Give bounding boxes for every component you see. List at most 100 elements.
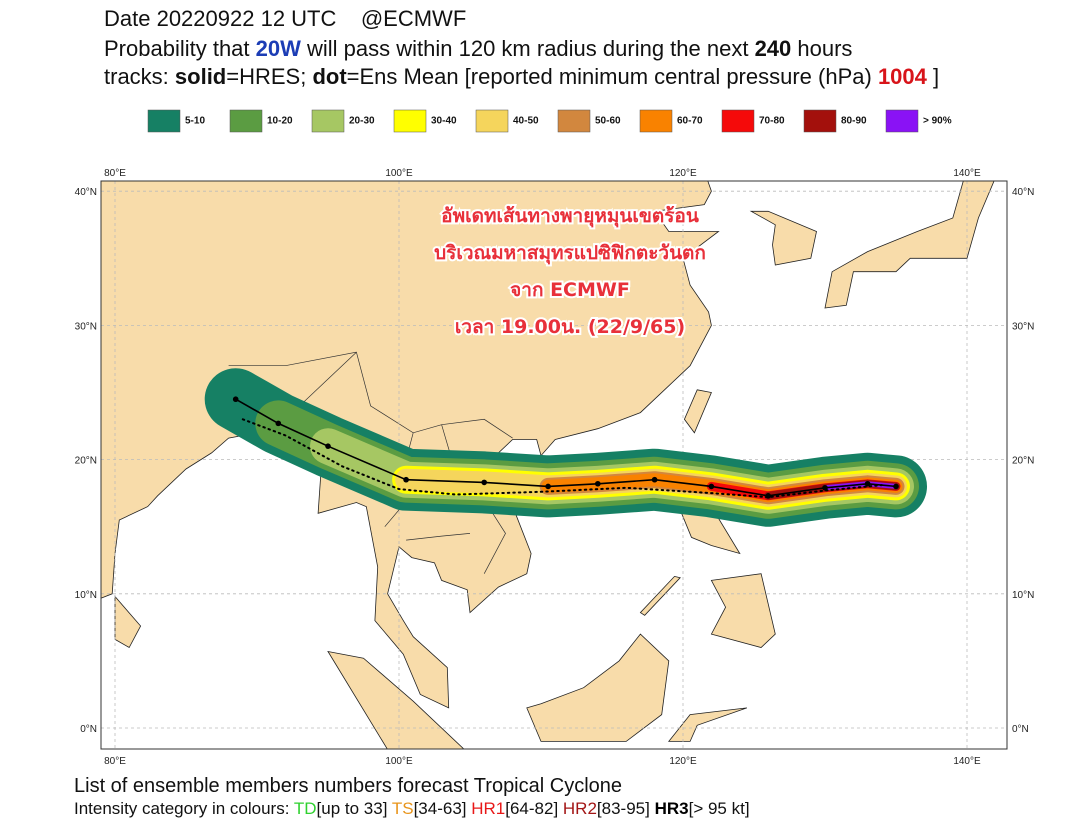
text-segment: tracks: xyxy=(104,64,175,89)
footer-line-1: List of ensemble members numbers forecas… xyxy=(74,775,623,797)
legend-label: 10-20 xyxy=(267,116,293,127)
lon-label: 120°E xyxy=(669,756,697,767)
track-point xyxy=(708,483,715,490)
footer-line-2: Intensity category in colours: TD[up to … xyxy=(74,799,750,819)
landmass xyxy=(667,707,748,742)
text-segment: will pass within 120 km radius during th… xyxy=(300,36,755,61)
track-point xyxy=(325,443,331,449)
legend-label: 50-60 xyxy=(595,116,621,127)
text-segment: [83-95] xyxy=(596,799,655,818)
text-segment: TD xyxy=(293,799,317,818)
landmass xyxy=(749,210,817,266)
track-point xyxy=(765,493,771,499)
overlay-line: บริเวณมหาสมุทรแปซิฟิกตะวันตก xyxy=(434,242,706,265)
track-point xyxy=(822,484,828,491)
lat-label: 30°N xyxy=(1012,321,1034,332)
text-segment: [64-82] xyxy=(505,799,563,818)
lon-label: 80°E xyxy=(104,756,126,767)
lon-label: 100°E xyxy=(385,168,413,179)
text-segment: dot xyxy=(312,64,347,89)
legend-label: > 90% xyxy=(923,116,952,127)
header-line-2: Probability that 20W will pass within 12… xyxy=(104,36,852,62)
date: Date 20220922 12 UTC xyxy=(104,6,337,31)
text-segment: HR1 xyxy=(471,799,506,818)
text-segment: HR3 xyxy=(654,799,689,818)
tracks xyxy=(232,396,899,499)
lon-label: 140°E xyxy=(953,168,981,179)
lat-label: 20°N xyxy=(1012,456,1034,467)
lat-label: 40°N xyxy=(1012,187,1034,198)
border xyxy=(228,351,513,439)
lon-label: 80°E xyxy=(104,168,126,179)
legend-swatch xyxy=(311,109,345,133)
text-segment: HR2 xyxy=(562,799,597,818)
text-segment: [> 95 kt] xyxy=(688,799,750,818)
overlay-line: เวลา 19.00น. (22/9/65) xyxy=(455,316,685,338)
text-segment: hours xyxy=(791,36,853,61)
legend: 5-10 10-20 20-30 30-40 40-50 50-60 60-70 70-80 8… xyxy=(147,109,952,133)
legend-swatch xyxy=(475,109,509,133)
lon-label: 140°E xyxy=(953,756,981,767)
legend-label: 70-80 xyxy=(759,116,785,127)
overlay-line: จาก ECMWF xyxy=(510,279,630,301)
landmass xyxy=(639,575,681,616)
track-point xyxy=(232,396,239,403)
text-segment: =Ens Mean [reported minimum central pres… xyxy=(346,64,878,89)
track-point xyxy=(595,480,601,487)
legend-label: 30-40 xyxy=(431,116,457,127)
axis-labels: 80°E 80°E 100°E 100°E 120°E 120°E 140°E 140°E 40… xyxy=(75,168,1035,767)
header-line-3: tracks: solid=HRES; dot=Ens Mean [report… xyxy=(104,64,939,90)
text-segment: 240 xyxy=(754,36,792,61)
landmass xyxy=(327,650,465,749)
legend-label: 20-30 xyxy=(349,116,375,127)
track-point xyxy=(403,476,409,483)
legend-swatch xyxy=(721,109,755,133)
landmass xyxy=(710,573,776,648)
text-segment: TS xyxy=(391,799,414,818)
source: @ECMWF xyxy=(360,6,467,31)
lat-label: 40°N xyxy=(75,187,97,198)
landmass xyxy=(683,389,712,434)
text-segment: [34-63] xyxy=(413,799,472,818)
legend-label: 80-90 xyxy=(841,116,867,127)
legend-swatch xyxy=(229,109,263,133)
overlay-line: อัพเดทเส้นทางพายุหมุนเขตร้อน xyxy=(441,205,699,228)
header-line-1: Date 20220922 12 UTC @ECMWF xyxy=(104,6,466,32)
legend-swatch xyxy=(803,109,837,133)
ens-mean-track xyxy=(241,418,883,499)
legend-swatch xyxy=(639,109,673,133)
map-frame xyxy=(100,180,1008,750)
track-point xyxy=(893,483,899,490)
lat-label: 0°N xyxy=(1012,724,1029,735)
landmass xyxy=(824,181,995,309)
lat-label: 20°N xyxy=(75,456,97,467)
legend-swatch xyxy=(557,109,591,133)
lon-label: 120°E xyxy=(669,168,697,179)
legend-swatch xyxy=(393,109,427,133)
land xyxy=(101,181,995,749)
track-point xyxy=(864,480,871,487)
legend-label: 60-70 xyxy=(677,116,703,127)
lat-label: 0°N xyxy=(80,724,97,735)
lon-label: 100°E xyxy=(385,756,413,767)
legend-label: 40-50 xyxy=(513,116,539,127)
text-segment: 20W xyxy=(255,36,301,61)
text-segment: 1004 xyxy=(877,64,927,89)
lat-label: 10°N xyxy=(1012,590,1034,601)
legend-label: 5-10 xyxy=(185,116,205,127)
text-segment: Probability that xyxy=(104,36,256,61)
text-segment: [up to 33] xyxy=(316,799,392,818)
track-point xyxy=(651,476,658,483)
track-point xyxy=(275,420,282,427)
landmass xyxy=(526,633,670,742)
track-point xyxy=(481,479,488,486)
text-segment: solid xyxy=(174,64,227,89)
overlay-text: อัพเดทเส้นทางพายุหมุนเขตร้อนบริเวณมหาสมุ… xyxy=(432,203,708,340)
legend-swatch xyxy=(147,109,181,133)
text-segment: ] xyxy=(926,64,940,89)
lat-label: 10°N xyxy=(75,590,97,601)
legend-swatch xyxy=(885,109,919,133)
lat-label: 30°N xyxy=(75,321,97,332)
